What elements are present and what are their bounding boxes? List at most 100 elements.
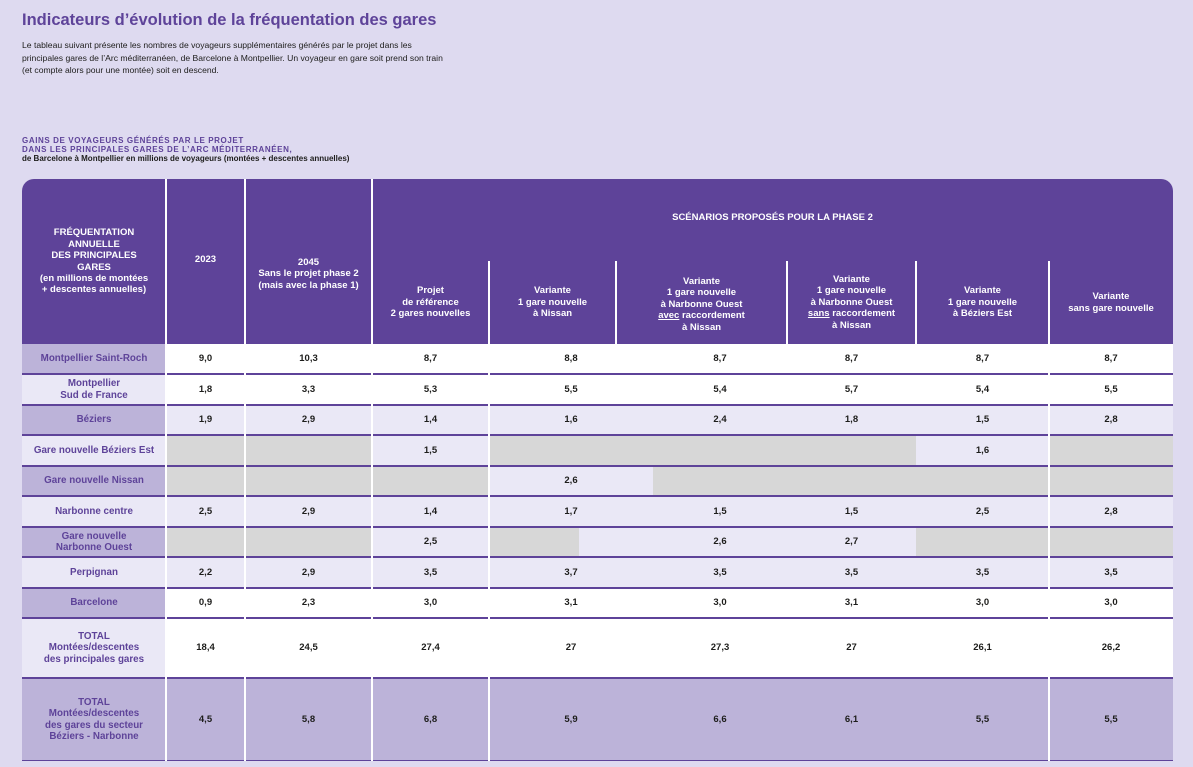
cell-background [1049, 527, 1173, 557]
value-cell: 5,3 [423, 383, 438, 395]
value-cell: 26,1 [973, 642, 992, 654]
header-divider [615, 261, 617, 344]
row-label-line: Montées/descentes [48, 642, 140, 654]
value-cell [1049, 466, 1173, 496]
header-line: de référence [402, 296, 459, 308]
row-label-line: Perpignan [70, 566, 118, 578]
cell-background [787, 527, 916, 557]
value-cell: 8,7 [975, 353, 990, 365]
header-divider [244, 179, 246, 344]
header-2045: 2045 Sans le projet phase 2 (mais avec l… [245, 179, 372, 344]
row-divider [22, 556, 1173, 558]
column-divider [1048, 344, 1050, 761]
cell-background [372, 344, 489, 374]
value-cell: 2,9 [301, 566, 316, 578]
cell-background [166, 557, 245, 588]
empty-cell [616, 405, 653, 435]
value-cell [166, 466, 245, 496]
cell-background [372, 557, 489, 588]
value-cell: 24,5 [299, 642, 318, 654]
value-cell: 3,0 [713, 597, 727, 609]
cell-background [916, 588, 1049, 618]
value-cell: 3,7 [564, 566, 578, 578]
row-label: Perpignan [22, 557, 166, 588]
value-cell: 27 [846, 642, 857, 654]
cell-background [166, 466, 245, 496]
cell-background [916, 527, 1049, 557]
intro-paragraph: Le tableau suivant présente les nombres … [22, 40, 443, 75]
cell-background [166, 405, 245, 435]
cell-background [653, 527, 787, 557]
value-cell [1049, 527, 1173, 557]
cell-background [245, 435, 372, 466]
value-cell: 1,8 [844, 414, 859, 426]
value-cell: 2,5 [423, 536, 438, 548]
empty-cell [616, 618, 653, 678]
row-divider [22, 373, 1173, 375]
empty-cell [616, 435, 653, 466]
cell-background [1049, 588, 1173, 618]
header-divider [1048, 261, 1050, 344]
value-cell: 5,5 [975, 713, 990, 725]
row-divider [22, 526, 1173, 528]
row-label: TOTAL Montées/descentes des gares du secte… [22, 678, 166, 761]
value-cell: 6,8 [423, 713, 438, 725]
cell-background [653, 588, 787, 618]
value-cell: 3,5 [844, 566, 859, 578]
header-line-rest: raccordement [679, 310, 745, 322]
cell-background [245, 374, 372, 405]
value-cell: 1,5 [423, 444, 438, 456]
caption-line-1: GAINS DE VOYAGEURS GÉNÉRÉS PAR LE PROJET [22, 136, 244, 145]
header-line: sans gare nouvelle [1068, 302, 1154, 314]
value-cell: 1,8 [198, 383, 213, 395]
header-line: Variante [683, 275, 720, 287]
value-cell: 1,4 [423, 505, 438, 517]
value-cell: 5,7 [844, 383, 859, 395]
header-line: sans raccordement [808, 308, 895, 319]
value-cell: 27 [565, 642, 577, 654]
empty-cell [616, 557, 653, 588]
header-2045-line: Sans le projet phase 2 [258, 268, 359, 280]
value-cell: 5,4 [975, 383, 990, 395]
value-cell: 9,0 [198, 353, 213, 365]
value-cell [653, 466, 787, 496]
value-cell [787, 466, 916, 496]
row-label: Gare nouvelle Nissan [22, 466, 166, 496]
empty-cell [616, 496, 653, 527]
cell-background [916, 496, 1049, 527]
value-cell: 18,4 [196, 642, 215, 654]
header-scenario-nissan: Variante 1 gare nouvelle à Nissan [489, 261, 616, 344]
header-station-line: + descentes annuelles) [41, 284, 147, 296]
value-cell [916, 527, 1049, 557]
row-label-line: des principales gares [43, 653, 145, 665]
row-label-line: Gare nouvelle Nissan [44, 475, 144, 487]
header-station-line: ANNUELLE [68, 238, 120, 250]
row-label-line: Narbonne Ouest [55, 542, 133, 553]
value-cell: 5,8 [301, 713, 316, 725]
value-cell: 2,2 [198, 566, 213, 578]
value-cell: 27,4 [421, 642, 440, 654]
value-cell: 3,5 [975, 566, 990, 578]
cell-background [166, 496, 245, 527]
cell-background [916, 344, 1049, 374]
header-2045-line: (mais avec la phase 1) [258, 279, 359, 291]
value-cell: 6,1 [844, 713, 859, 725]
cell-background [653, 466, 787, 496]
value-cell: 3,5 [423, 566, 438, 578]
empty-cell [616, 344, 653, 374]
value-cell: 26,2 [1101, 642, 1121, 654]
cell-background [166, 588, 245, 618]
value-cell: 3,0 [1104, 597, 1118, 609]
row-label-line: Montées/descentes [48, 708, 140, 720]
cell-background [166, 344, 245, 374]
cell-background [916, 405, 1049, 435]
value-cell: 8,8 [564, 353, 578, 365]
column-divider [371, 344, 373, 761]
ridership-table: FRÉQUENTATION ANNUELLE DES PRINCIPALES G… [22, 179, 1173, 761]
cell-background [372, 527, 489, 557]
value-cell [489, 527, 653, 557]
cell-background [372, 405, 489, 435]
header-line: Variante [534, 285, 571, 297]
row-label-line: Gare nouvelle Béziers Est [33, 444, 155, 456]
row-divider [22, 617, 1173, 619]
